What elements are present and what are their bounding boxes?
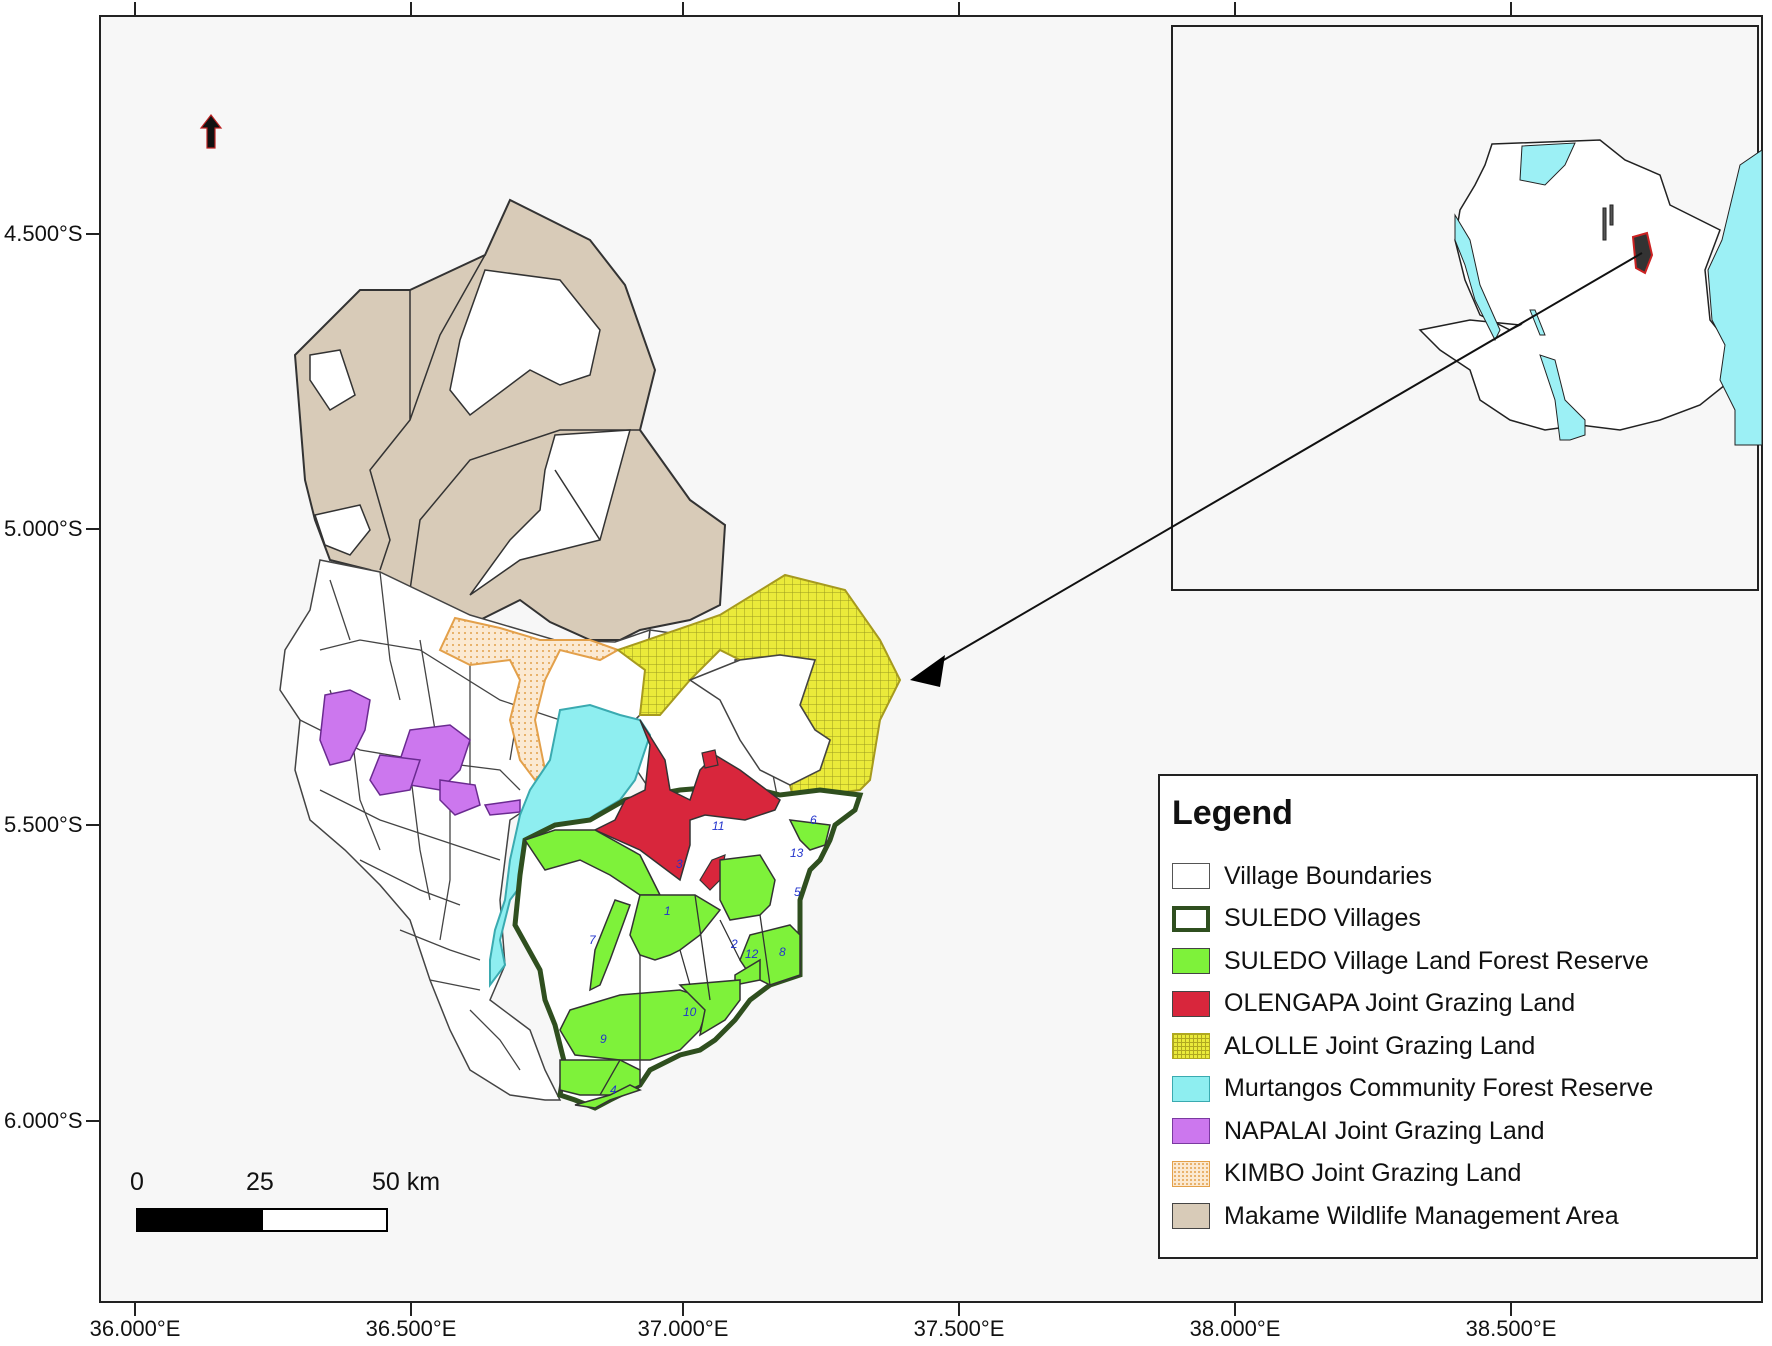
suledo-internal-boundaries <box>599 854 771 1096</box>
village-number: 3 <box>676 857 683 871</box>
scale-bar <box>136 1208 388 1232</box>
x-tick-marks <box>134 2 1512 1316</box>
y-tick-label: 4.500°S <box>4 221 83 246</box>
x-tick-label: 38.000°E <box>1189 1316 1281 1341</box>
village-number: 10 <box>683 1005 697 1019</box>
x-tick-label: 36.500°E <box>365 1316 457 1341</box>
x-tick-label: 37.000°E <box>637 1316 729 1341</box>
legend-label: Murtangos Community Forest Reserve <box>1224 1074 1654 1102</box>
legend-swatch <box>1172 863 1210 889</box>
locator-pointer <box>910 252 1643 687</box>
legend-item: OLENGAPA Joint Grazing Land <box>1172 988 1575 1020</box>
legend-label: Village Boundaries <box>1224 861 1433 890</box>
legend-item: ALOLLE Joint Grazing Land <box>1172 1030 1535 1062</box>
legend-item: Village Boundaries <box>1172 860 1432 892</box>
legend-label: KIMBO Joint Grazing Land <box>1224 1159 1522 1187</box>
village-number: 6 <box>810 813 817 827</box>
village-number: 12 <box>745 947 759 961</box>
legend-swatch <box>1172 1203 1210 1229</box>
village-number: 1 <box>664 904 671 918</box>
legend-label: SULEDO Village Land Forest Reserve <box>1224 946 1649 975</box>
legend-item: SULEDO Villages <box>1172 903 1421 935</box>
y-tick-label: 5.500°S <box>4 812 83 837</box>
legend-item: SULEDO Village Land Forest Reserve <box>1172 945 1649 977</box>
inset-locator-map <box>1171 25 1763 591</box>
legend-swatch <box>1172 905 1210 932</box>
legend-swatch <box>1172 1033 1210 1059</box>
scale-label-25: 25 <box>246 1168 274 1196</box>
y-tick-label: 6.000°S <box>4 1108 83 1133</box>
olengapa-joint-grazing-land <box>593 719 781 891</box>
kimbo-joint-grazing-land <box>438 616 621 782</box>
village-number: 2 <box>730 937 738 951</box>
village-number: 11 <box>712 819 724 833</box>
legend-swatch <box>1172 1118 1210 1144</box>
scale-label-0: 0 <box>130 1168 144 1196</box>
legend-item: NAPALAI Joint Grazing Land <box>1172 1115 1545 1147</box>
legend-label: ALOLLE Joint Grazing Land <box>1224 1031 1536 1060</box>
legend-label: SULEDO Villages <box>1224 904 1421 932</box>
napalai-joint-grazing-land <box>319 689 521 816</box>
village-number: 5 <box>794 885 801 899</box>
north-arrow-icon <box>199 114 223 149</box>
village-number: 7 <box>589 933 597 947</box>
legend-label: Makame Wildlife Management Area <box>1224 1201 1619 1230</box>
scale-label-50: 50 km <box>372 1168 441 1196</box>
legend-item: KIMBO Joint Grazing Land <box>1172 1158 1521 1190</box>
village-number: 4 <box>610 1083 617 1097</box>
x-tick-label: 38.500°E <box>1465 1316 1557 1341</box>
village-number: 13 <box>790 846 804 860</box>
tanzania-outline <box>1418 139 1731 431</box>
x-tick-label: 37.500°E <box>913 1316 1005 1341</box>
x-tick-label: 36.000°E <box>89 1316 181 1341</box>
suledo-village-land-forest-reserve <box>523 819 831 1109</box>
legend-swatch <box>1172 1160 1210 1187</box>
legend-label: OLENGAPA Joint Grazing Land <box>1224 989 1576 1017</box>
legend-item: Makame Wildlife Management Area <box>1172 1200 1619 1232</box>
village-number: 9 <box>600 1032 607 1046</box>
legend-item: Murtangos Community Forest Reserve <box>1172 1073 1653 1105</box>
legend-title: Legend <box>1172 794 1293 832</box>
y-tick-marks <box>86 233 100 1122</box>
legend-swatch <box>1172 990 1210 1017</box>
legend-swatch <box>1172 948 1210 974</box>
alolle-inner-village <box>688 654 831 786</box>
legend-swatch <box>1172 1075 1210 1102</box>
village-number: 8 <box>779 945 786 959</box>
legend: Legend Village Boundaries SULEDO Villages… <box>1158 774 1758 1259</box>
y-tick-label: 5.000°S <box>4 516 83 541</box>
village-number-labels: 1 2 3 4 5 6 7 8 9 10 11 12 13 <box>589 813 817 1097</box>
legend-label: NAPALAI Joint Grazing Land <box>1224 1116 1545 1145</box>
